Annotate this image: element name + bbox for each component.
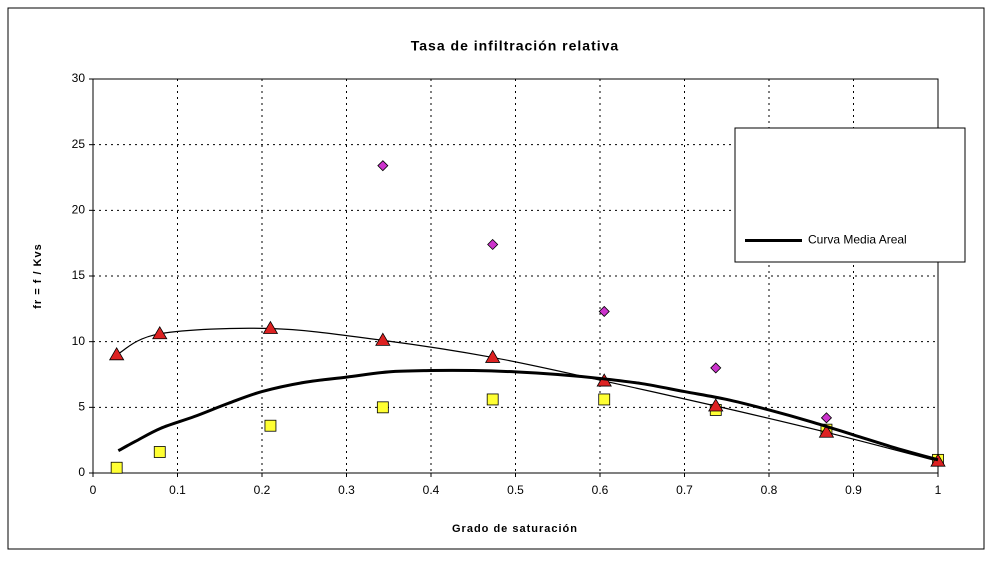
point (152, 325, 168, 340)
x-tick-label: 0.8 (761, 483, 778, 497)
y-tick-label: 0 (78, 465, 85, 479)
y-tick-label: 20 (72, 203, 86, 217)
legend-label: Curva Media Areal (808, 233, 907, 247)
point (264, 419, 277, 432)
point (376, 401, 389, 414)
point (153, 446, 166, 458)
x-tick-label: 0.7 (676, 483, 693, 497)
x-tick-label: 0.6 (592, 483, 609, 497)
point (708, 398, 724, 412)
x-tick-label: 0 (90, 483, 97, 497)
x-tick-label: 0.5 (507, 483, 524, 497)
point (818, 424, 835, 438)
point (486, 393, 499, 406)
series-line (117, 368, 939, 462)
x-tick-label: 1 (935, 483, 942, 497)
x-tick-label: 0.3 (338, 483, 355, 497)
chart-title: Tasa de infiltración relativa (411, 38, 619, 54)
x-tick-label: 0.1 (169, 483, 186, 497)
point (375, 332, 391, 346)
point (484, 349, 501, 363)
x-axis-label: Grado de saturación (452, 523, 578, 535)
point (820, 412, 833, 424)
y-axis-label: fr = f / Kvs (32, 243, 44, 309)
x-tick-label: 0.2 (254, 483, 271, 497)
y-tick-label: 15 (72, 268, 86, 282)
y-tick-label: 10 (72, 334, 86, 348)
point (262, 320, 279, 334)
x-tick-label: 0.4 (423, 483, 440, 497)
point (710, 362, 722, 374)
point (110, 461, 123, 474)
x-tick-label: 0.9 (845, 483, 862, 497)
point (108, 347, 125, 361)
point (377, 160, 389, 172)
chart-border (7, 7, 985, 550)
y-tick-label: 5 (78, 400, 85, 414)
point (598, 393, 611, 406)
y-tick-label: 30 (72, 71, 86, 85)
point (487, 238, 499, 251)
y-tick-label: 25 (72, 137, 86, 151)
point (598, 305, 610, 318)
